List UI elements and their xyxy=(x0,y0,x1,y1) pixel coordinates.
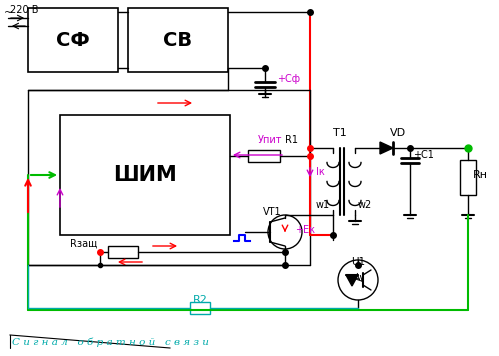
Text: +Ек: +Ек xyxy=(295,225,315,235)
Bar xyxy=(28,8,118,72)
Text: U1: U1 xyxy=(351,257,365,267)
Bar xyxy=(460,160,476,195)
Text: Rн: Rн xyxy=(473,170,488,180)
Text: Rзащ: Rзащ xyxy=(70,239,97,249)
Text: Упит: Упит xyxy=(258,135,282,145)
Bar xyxy=(108,246,138,258)
Polygon shape xyxy=(346,275,358,286)
Bar xyxy=(60,115,230,235)
Polygon shape xyxy=(380,142,393,154)
Text: Iк: Iк xyxy=(316,167,325,177)
Text: w1: w1 xyxy=(316,200,330,210)
Text: ~: ~ xyxy=(4,8,13,18)
Text: T1: T1 xyxy=(333,128,347,138)
Bar xyxy=(248,150,280,162)
Text: 220 В: 220 В xyxy=(10,5,38,15)
Text: +Сф: +Сф xyxy=(277,74,300,84)
Text: VT1: VT1 xyxy=(263,207,281,217)
Bar xyxy=(128,8,228,72)
Text: СВ: СВ xyxy=(164,31,193,49)
Text: ШИМ: ШИМ xyxy=(113,165,177,185)
Text: R1: R1 xyxy=(285,135,298,145)
Text: VD: VD xyxy=(390,128,406,138)
Text: R2: R2 xyxy=(193,295,208,305)
Text: +C1: +C1 xyxy=(413,150,434,160)
Bar xyxy=(190,302,210,314)
Text: w2: w2 xyxy=(358,200,372,210)
Text: СФ: СФ xyxy=(56,31,90,49)
Text: С и г н а л   о б р а т н о й   с в я з и: С и г н а л о б р а т н о й с в я з и xyxy=(12,337,209,347)
